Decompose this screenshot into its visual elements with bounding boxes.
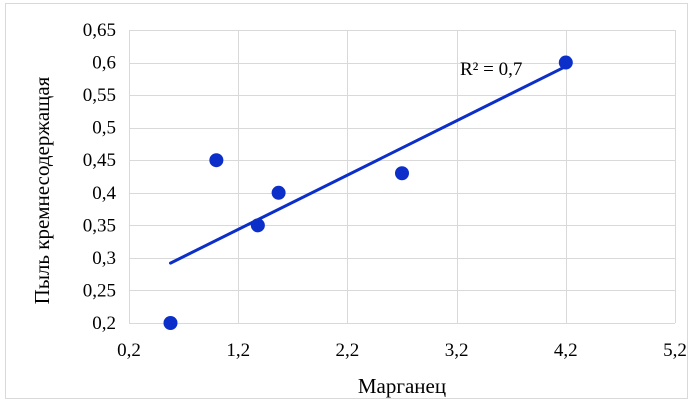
trendline-layer (168, 64, 568, 265)
r-squared-label: R² = 0,7 (460, 59, 522, 80)
x-tick-label: 0,2 (117, 340, 141, 361)
x-tick-labels: 0,2 1,2 2,2 3,2 4,2 5,2 (117, 340, 687, 361)
y-tick-label: 0,4 (92, 183, 116, 204)
x-axis-title: Марганец (358, 374, 446, 398)
y-tick-label: 0,35 (83, 215, 116, 236)
y-tick-label: 0,55 (83, 85, 116, 106)
data-points (163, 55, 573, 330)
y-tick-label: 0,45 (83, 150, 116, 171)
gridlines (129, 30, 676, 324)
x-tick-label: 3,2 (445, 340, 469, 361)
y-axis-title: Пыль кремнесодержащая (30, 76, 54, 304)
data-point (395, 166, 409, 181)
x-tick-label: 1,2 (226, 340, 250, 361)
chart-frame (5, 3, 688, 399)
data-point (163, 316, 178, 330)
data-point (271, 185, 286, 200)
y-tick-label: 0,5 (92, 118, 116, 139)
x-tick-label: 2,2 (336, 340, 360, 361)
y-tick-label: 0,6 (92, 53, 116, 74)
data-point (250, 218, 265, 233)
y-tick-label: 0,25 (83, 280, 116, 301)
y-tick-label: 0,3 (92, 248, 116, 269)
trendline (168, 64, 568, 265)
x-tick-label: 5,2 (663, 340, 687, 361)
y-tick-labels: 0,2 0,25 0,3 0,35 0,4 0,45 0,5 0,55 0,6 0,65 (83, 20, 117, 334)
data-point (209, 153, 224, 168)
y-tick-label: 0,65 (83, 20, 116, 41)
data-point (558, 55, 573, 70)
x-tick-label: 4,2 (554, 340, 578, 361)
y-tick-label: 0,2 (92, 313, 116, 334)
